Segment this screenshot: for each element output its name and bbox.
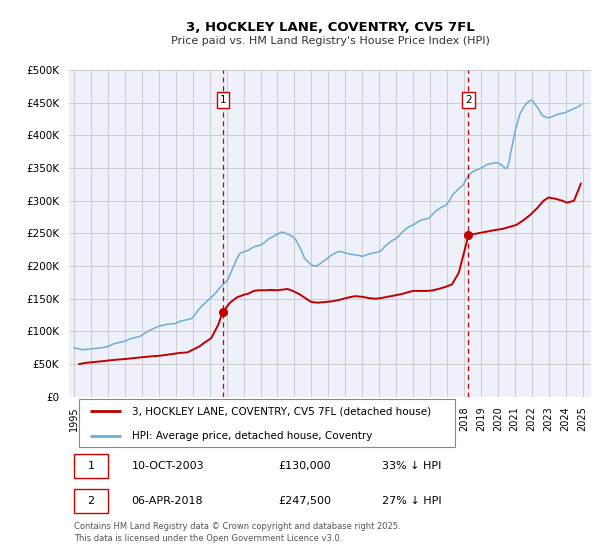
Text: 1: 1 [220,95,226,105]
FancyBboxPatch shape [74,454,108,478]
Text: £130,000: £130,000 [278,461,331,470]
Text: 2: 2 [465,95,472,105]
Text: 1: 1 [88,461,94,470]
Text: 06-APR-2018: 06-APR-2018 [131,496,203,506]
Text: 10-OCT-2003: 10-OCT-2003 [131,461,204,470]
Text: HPI: Average price, detached house, Coventry: HPI: Average price, detached house, Cove… [131,431,372,441]
Text: 3, HOCKLEY LANE, COVENTRY, CV5 7FL: 3, HOCKLEY LANE, COVENTRY, CV5 7FL [185,21,475,34]
Text: Contains HM Land Registry data © Crown copyright and database right 2025.
This d: Contains HM Land Registry data © Crown c… [74,522,401,543]
FancyBboxPatch shape [74,489,108,513]
Text: 33% ↓ HPI: 33% ↓ HPI [382,461,442,470]
Text: £247,500: £247,500 [278,496,331,506]
Text: 2: 2 [88,496,94,506]
Text: 3, HOCKLEY LANE, COVENTRY, CV5 7FL (detached house): 3, HOCKLEY LANE, COVENTRY, CV5 7FL (deta… [131,406,431,416]
FancyBboxPatch shape [79,399,455,447]
Text: 27% ↓ HPI: 27% ↓ HPI [382,496,442,506]
Text: Price paid vs. HM Land Registry's House Price Index (HPI): Price paid vs. HM Land Registry's House … [170,36,490,46]
